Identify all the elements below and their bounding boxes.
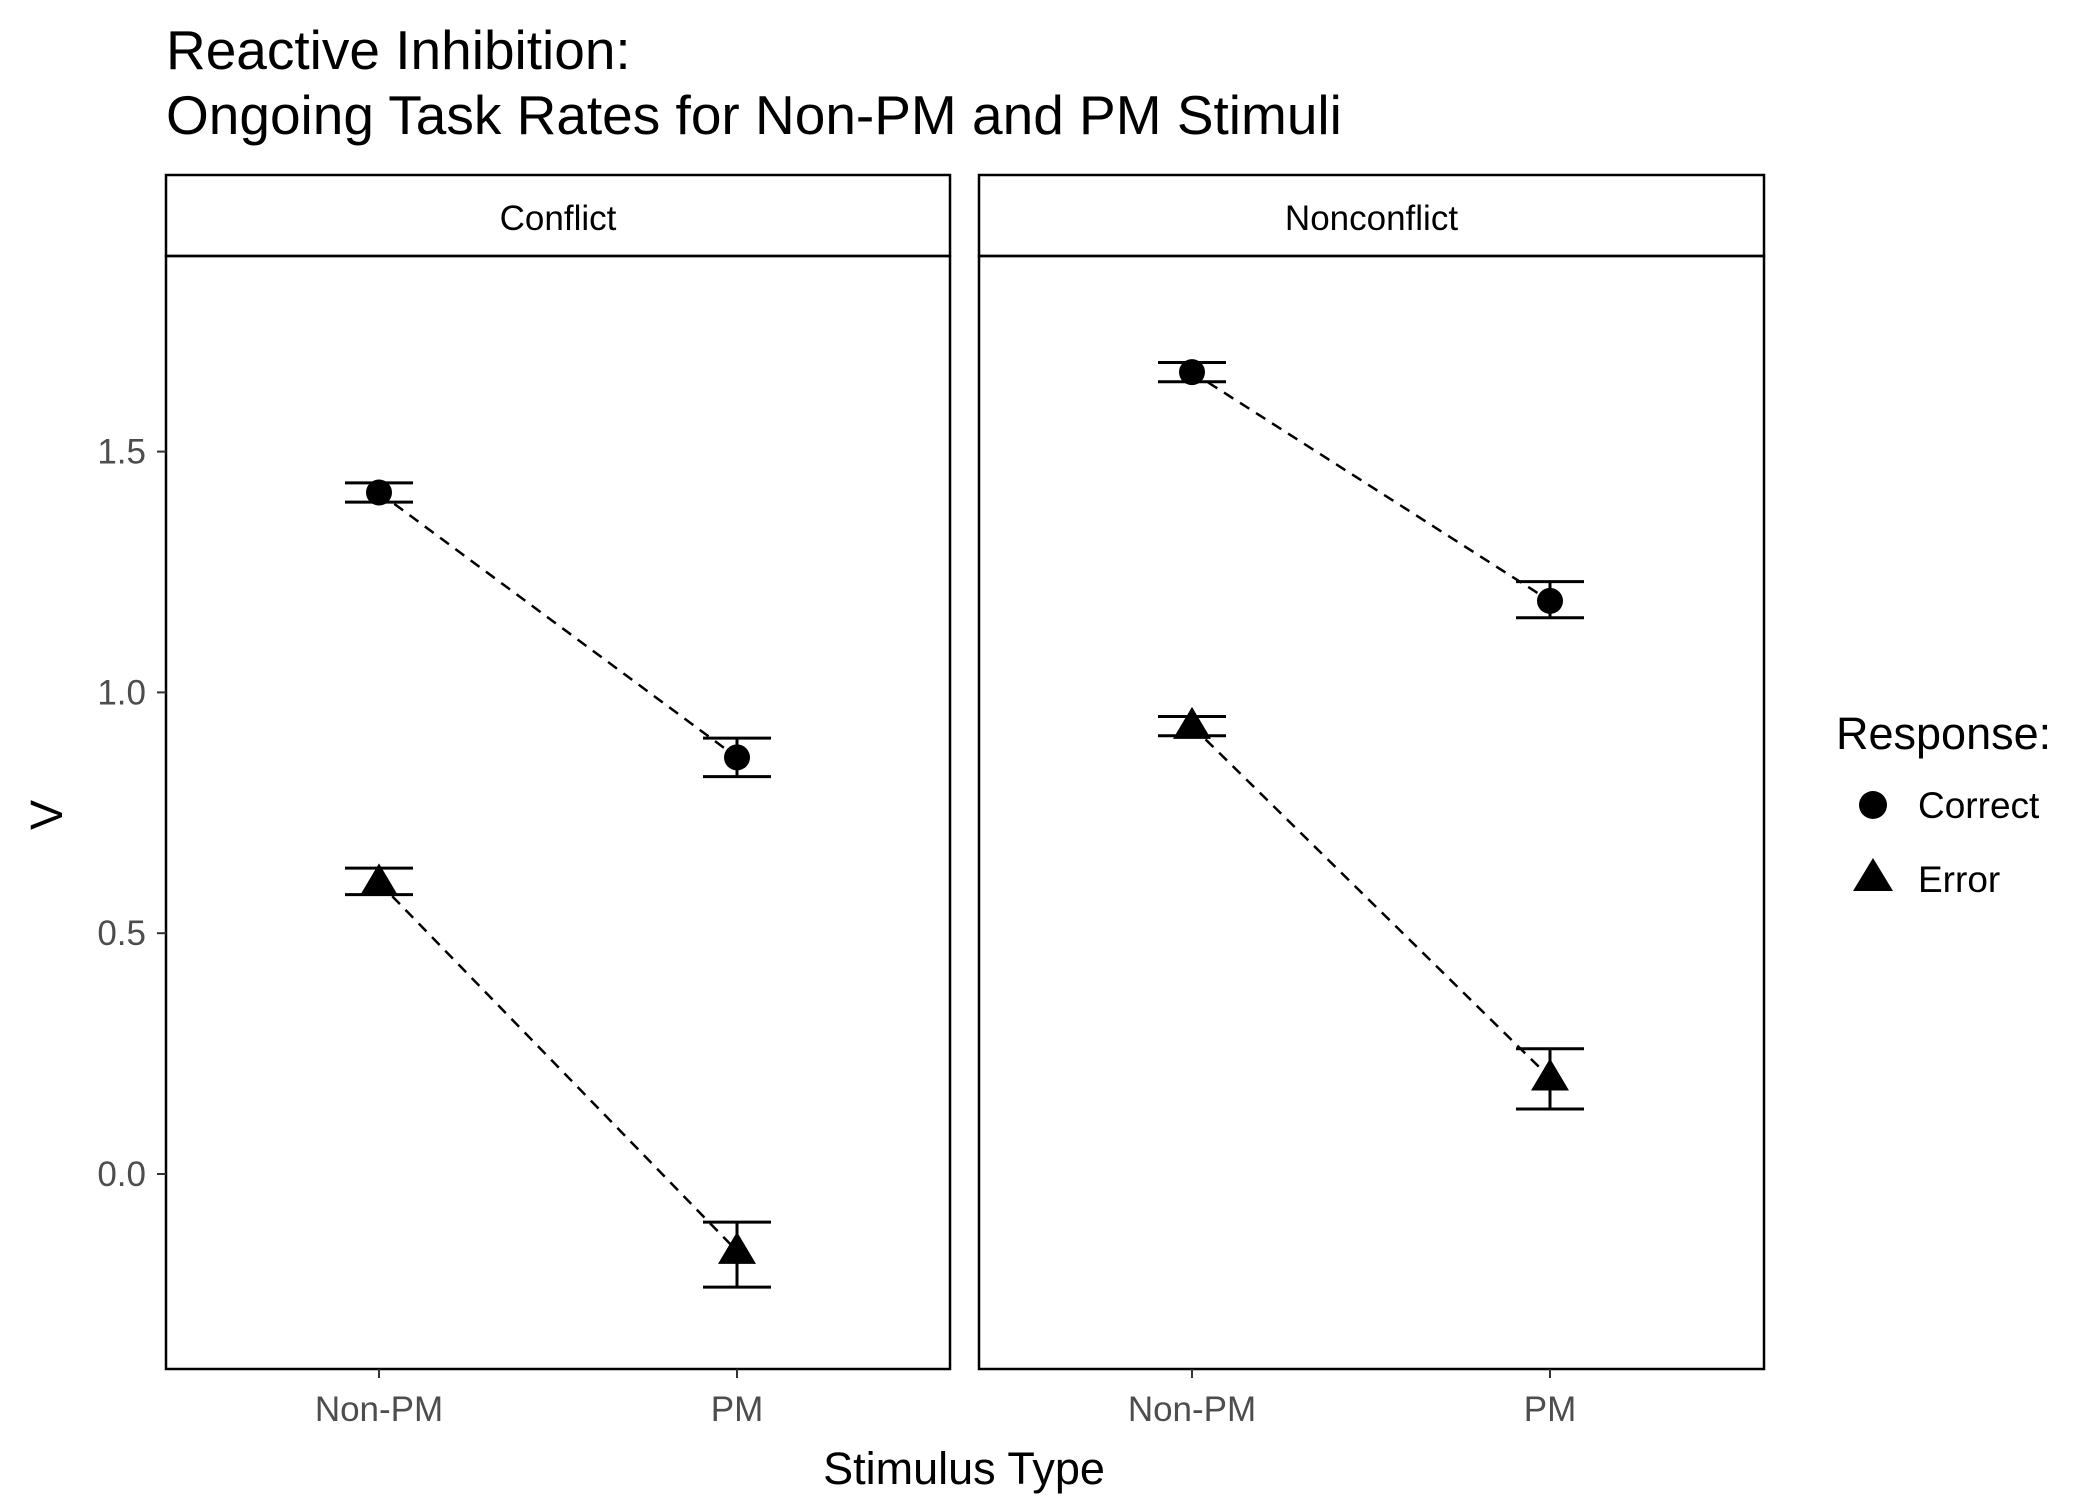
data-point bbox=[724, 744, 750, 771]
data-point bbox=[718, 1231, 756, 1264]
series-line bbox=[1191, 371, 1551, 602]
chart-title-line-1: Reactive Inhibition: bbox=[166, 19, 631, 81]
series-line bbox=[1191, 725, 1551, 1079]
y-tick-label: 1.5 bbox=[97, 433, 146, 472]
data-point bbox=[1531, 1058, 1569, 1091]
series-error bbox=[345, 863, 771, 1289]
data-point bbox=[360, 863, 398, 896]
panel-strip-label: Nonconflict bbox=[1285, 199, 1458, 238]
series-line bbox=[378, 881, 738, 1252]
series-line bbox=[378, 491, 738, 759]
panel-conflict: Conflict Non-PM PM bbox=[164, 173, 952, 1429]
panel-frame bbox=[977, 254, 1766, 1371]
panel-strip-label: Conflict bbox=[500, 199, 617, 238]
data-point bbox=[1537, 587, 1563, 614]
panel-strip bbox=[977, 173, 1766, 258]
chart-title-line-2: Ongoing Task Rates for Non-PM and PM Sti… bbox=[166, 84, 1342, 146]
y-tick-label: 1.0 bbox=[97, 673, 146, 712]
legend: Response: Correct Error bbox=[1836, 708, 2051, 900]
data-point bbox=[1173, 706, 1211, 739]
legend-correct-label: Correct bbox=[1918, 785, 2040, 826]
panel-strip bbox=[164, 173, 952, 258]
y-axis-title: V bbox=[21, 800, 72, 830]
legend-error-marker bbox=[1853, 858, 1893, 891]
panels: Conflict Non-PM PM Nonconflict Non-PM PM bbox=[164, 173, 1766, 1429]
series-correct bbox=[1158, 359, 1584, 620]
legend-error-label: Error bbox=[1918, 859, 2000, 900]
panel-nonconflict: Nonconflict Non-PM PM bbox=[977, 173, 1766, 1429]
series-error bbox=[1158, 706, 1584, 1111]
y-axis: 0.0 0.5 1.0 1.5 bbox=[97, 433, 166, 1194]
data-point bbox=[366, 479, 392, 506]
y-tick-label: 0.0 bbox=[97, 1155, 146, 1194]
y-tick-label: 0.5 bbox=[97, 914, 146, 953]
x-axis-title: Stimulus Type bbox=[823, 1443, 1105, 1494]
x-tick-label: PM bbox=[711, 1390, 764, 1429]
x-tick-label: Non-PM bbox=[315, 1390, 443, 1429]
series-correct bbox=[345, 479, 771, 779]
data-point bbox=[1179, 359, 1205, 386]
x-tick-label: PM bbox=[1524, 1390, 1577, 1429]
x-tick-label: Non-PM bbox=[1128, 1390, 1256, 1429]
legend-correct-marker bbox=[1859, 791, 1887, 819]
legend-title: Response: bbox=[1836, 708, 2051, 759]
panel-frame bbox=[164, 254, 952, 1371]
